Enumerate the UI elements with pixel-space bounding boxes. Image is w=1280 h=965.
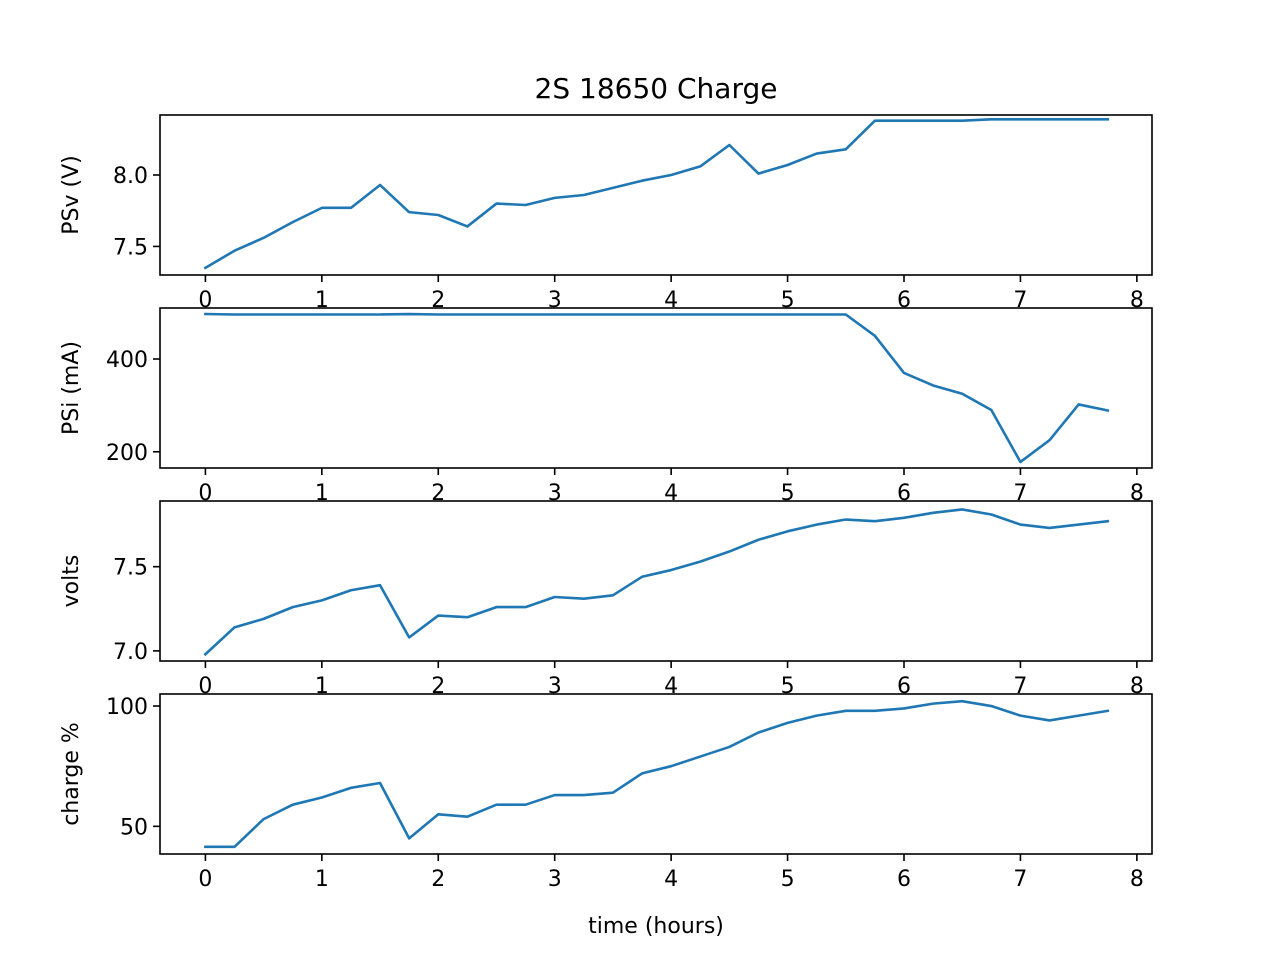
y-tick-label: 7.5 <box>113 556 148 581</box>
y-axis-label: volts <box>59 555 84 608</box>
plot-frame-4 <box>159 693 1153 855</box>
x-tick-label: 5 <box>781 481 795 506</box>
subplot-4: 0 1 2 3 4 5 6 7 8 50 100 charge % time (hours) <box>59 694 1152 939</box>
x-tick-label: 1 <box>315 481 329 506</box>
plot-frame-3 <box>159 500 1153 662</box>
x-tick-label: 5 <box>781 288 795 313</box>
x-tick-label: 4 <box>664 674 678 699</box>
x-tick-label: 5 <box>781 674 795 699</box>
x-tick-label: 8 <box>1130 288 1144 313</box>
y-tick-label: 7.0 <box>113 640 148 665</box>
y-axis-label: PSi (mA) <box>59 341 84 435</box>
x-tick-label: 2 <box>431 288 445 313</box>
chart-title: 2S 18650 Charge <box>535 72 778 105</box>
series-line-2 <box>204 312 1110 464</box>
x-tick-label: 3 <box>548 288 562 313</box>
x-tick-label: 4 <box>664 288 678 313</box>
x-tick-label: 7 <box>1013 867 1027 892</box>
y-tick-label: 7.5 <box>113 235 148 260</box>
series-line-1 <box>203 117 1110 270</box>
subplot-2: 0 1 2 3 4 5 6 7 8 200 400 PSi (mA) <box>59 308 1152 506</box>
x-tick-label: 3 <box>548 867 562 892</box>
y-tick-label: 400 <box>106 348 148 373</box>
plot-frame-2 <box>159 307 1153 469</box>
x-tick-label: 4 <box>664 867 678 892</box>
x-tick-label: 0 <box>198 867 212 892</box>
x-tick-label: 2 <box>431 481 445 506</box>
x-tick-label: 1 <box>315 674 329 699</box>
x-tick-label: 0 <box>198 288 212 313</box>
plot-area-1 <box>160 115 1152 275</box>
x-tick-label: 6 <box>897 867 911 892</box>
x-tick-label: 0 <box>198 481 212 506</box>
series-line-4 <box>204 699 1110 849</box>
y-axis-label: charge % <box>59 722 84 826</box>
y-tick-label: 8.0 <box>113 164 148 189</box>
x-tick-label: 1 <box>315 867 329 892</box>
y-axis-label: PSv (V) <box>59 155 84 234</box>
plot-area-3 <box>160 501 1152 661</box>
y-tick-label: 50 <box>120 815 148 840</box>
y-tick-label: 100 <box>106 695 148 720</box>
x-tick-label: 2 <box>431 867 445 892</box>
plot-area-2 <box>160 308 1152 468</box>
x-tick-label: 8 <box>1130 481 1144 506</box>
x-tick-label: 6 <box>897 481 911 506</box>
subplot-3: 0 1 2 3 4 5 6 7 8 7.0 7.5 volts <box>59 501 1152 699</box>
x-tick-label: 2 <box>431 674 445 699</box>
x-tick-label: 8 <box>1130 867 1144 892</box>
plot-frame-1 <box>159 114 1153 276</box>
x-tick-label: 4 <box>664 481 678 506</box>
x-tick-label: 7 <box>1013 674 1027 699</box>
x-tick-label: 0 <box>198 674 212 699</box>
x-tick-label: 6 <box>897 288 911 313</box>
x-tick-label: 3 <box>548 674 562 699</box>
x-tick-label: 7 <box>1013 288 1027 313</box>
y-tick-label: 200 <box>106 441 148 466</box>
plot-area-4 <box>160 694 1152 854</box>
x-tick-label: 8 <box>1130 674 1144 699</box>
x-axis-label: time (hours) <box>588 914 724 939</box>
x-tick-label: 1 <box>315 288 329 313</box>
x-tick-label: 6 <box>897 674 911 699</box>
x-tick-label: 7 <box>1013 481 1027 506</box>
series-line-3 <box>203 508 1110 657</box>
subplot-1: 0 1 2 3 4 5 6 7 8 7.5 8.0 PSv (V) <box>59 115 1152 313</box>
x-tick-label: 5 <box>781 867 795 892</box>
x-tick-label: 3 <box>548 481 562 506</box>
